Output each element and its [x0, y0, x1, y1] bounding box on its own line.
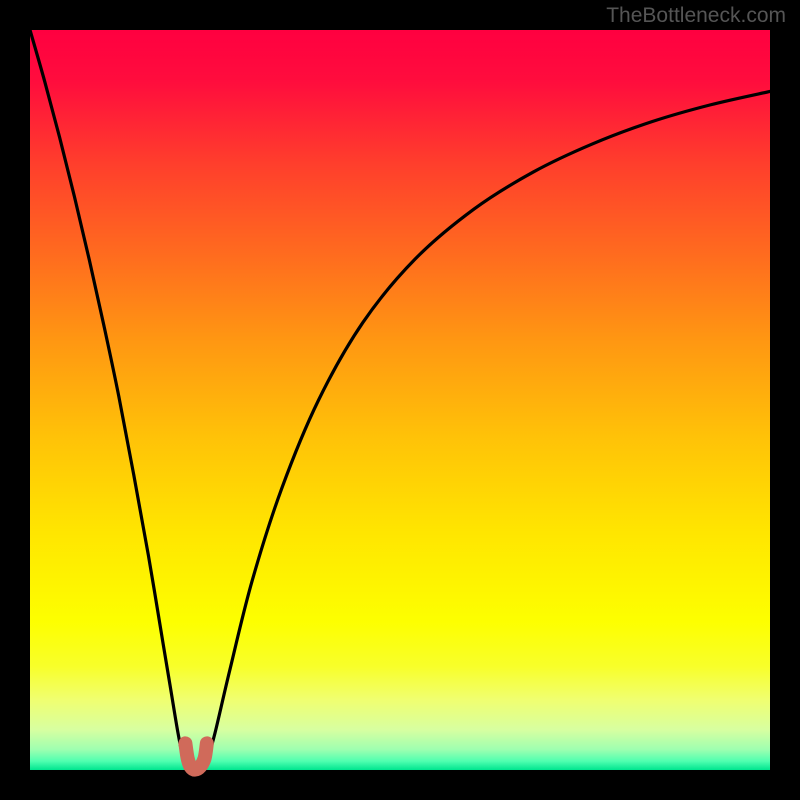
plot-background [30, 30, 770, 770]
chart-stage: TheBottleneck.com [0, 0, 800, 800]
chart-svg [0, 0, 800, 800]
